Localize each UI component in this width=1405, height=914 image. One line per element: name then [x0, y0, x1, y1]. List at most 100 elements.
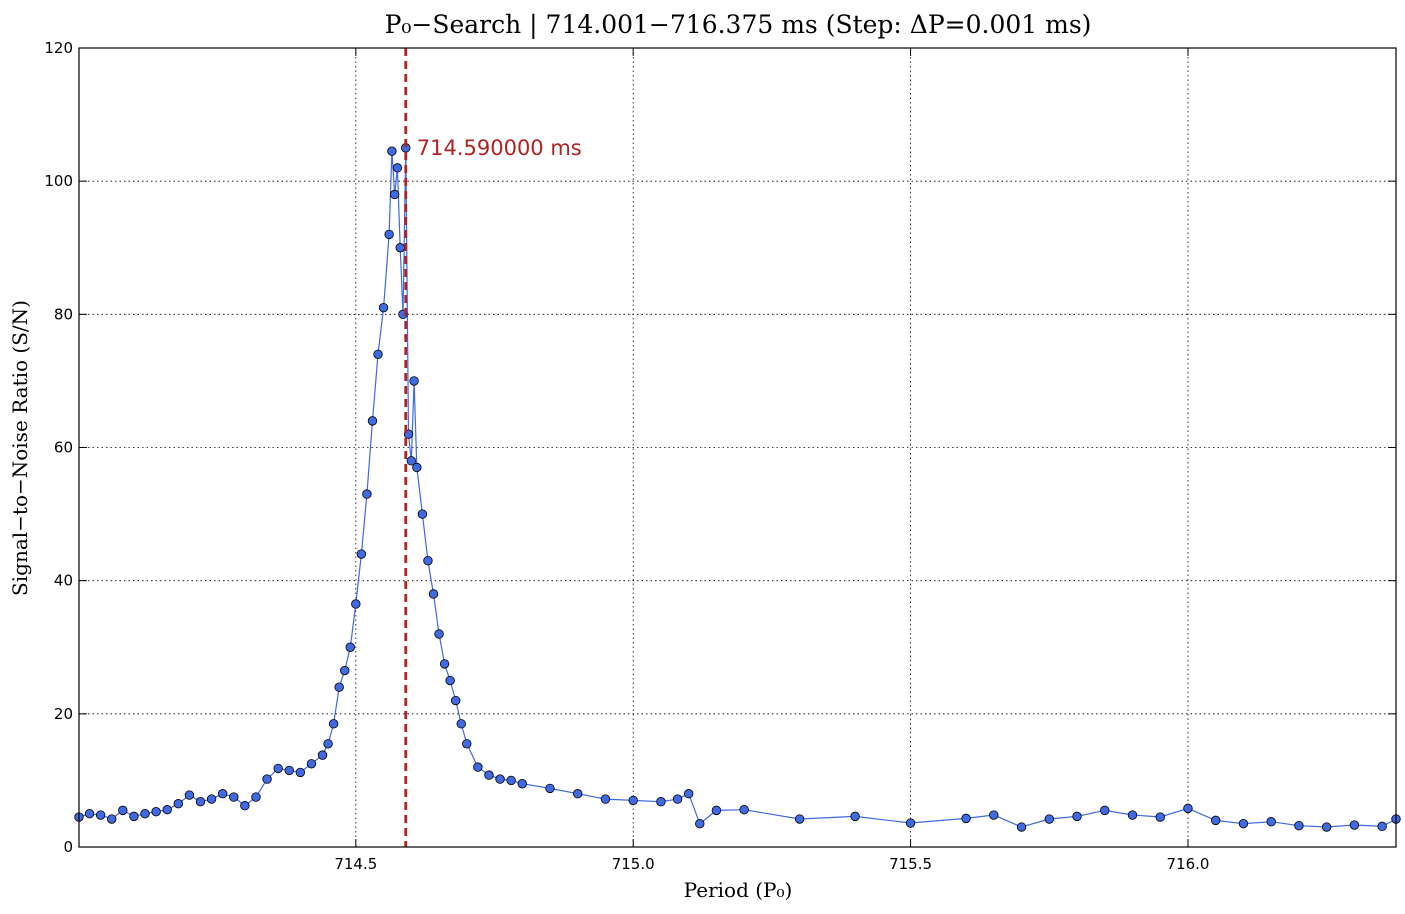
data-point [495, 774, 505, 784]
data-point [95, 810, 106, 820]
data-point [140, 809, 150, 819]
data-point [456, 719, 466, 729]
data-point [195, 797, 206, 807]
data-point [1072, 811, 1082, 822]
data-point [850, 811, 860, 822]
x-tick-label: 715.0 [612, 855, 655, 873]
data-point [229, 792, 239, 802]
data-point [1127, 810, 1138, 820]
data-point [351, 599, 361, 609]
data-point [683, 789, 694, 799]
data-point [306, 759, 317, 769]
data-point [1155, 812, 1165, 822]
x-axis-ticks: 714.5 715.0 715.5 716.0 [334, 48, 1209, 873]
y-tick-label: 80 [54, 305, 73, 323]
y-tick-label: 60 [54, 439, 73, 457]
data-point [961, 813, 971, 824]
data-point [656, 797, 666, 807]
y-tick-label: 40 [54, 572, 73, 590]
data-point [462, 739, 472, 749]
data-point [428, 589, 439, 599]
data-point [434, 629, 444, 639]
data-point [628, 795, 638, 806]
data-point [905, 818, 916, 828]
data-point [340, 665, 350, 676]
data-point [251, 792, 261, 802]
data-point [206, 794, 217, 804]
data-point [217, 789, 228, 799]
data-point [378, 302, 389, 313]
data-point [573, 789, 583, 799]
data-point [173, 799, 184, 809]
data-point [1238, 818, 1249, 829]
data-point [1266, 816, 1276, 827]
data-point [1294, 820, 1304, 831]
y-tick-label: 120 [44, 39, 73, 57]
y-tick-label: 20 [54, 705, 73, 723]
x-axis-label: Period (P₀) [684, 878, 793, 902]
data-point [1377, 821, 1387, 832]
data-point [423, 555, 433, 566]
data-point [273, 763, 283, 774]
data-point [373, 349, 383, 359]
data-point [84, 809, 95, 819]
data-point [323, 739, 333, 749]
data-point [450, 695, 461, 706]
data-point [412, 462, 422, 473]
data-point [506, 775, 516, 786]
y-axis-ticks: 0 20 40 60 80 100 120 [44, 39, 1396, 856]
data-point [295, 767, 306, 778]
data-point [794, 814, 805, 824]
data-point [334, 682, 344, 692]
data-point [739, 805, 749, 815]
data-point [545, 783, 555, 794]
data-point [345, 642, 355, 652]
data-point [1349, 820, 1360, 830]
data-point [387, 146, 397, 156]
data-point [1211, 815, 1221, 826]
data-point [1044, 814, 1054, 824]
x-tick-label: 716.0 [1166, 855, 1209, 873]
x-tick-label: 715.5 [889, 855, 932, 873]
data-point [362, 489, 372, 499]
data-point [184, 790, 195, 800]
data-point [107, 814, 117, 824]
data-point [392, 163, 403, 173]
data-point [151, 807, 161, 817]
x-tick-label: 714.5 [334, 855, 377, 873]
data-point [262, 774, 272, 784]
data-point [409, 376, 419, 386]
data-point [118, 805, 128, 816]
data-point [328, 719, 339, 729]
data-point [672, 794, 683, 804]
data-point [317, 750, 328, 760]
data-point [711, 805, 722, 816]
data-point [600, 794, 611, 804]
data-point [389, 189, 400, 200]
data-point [129, 811, 139, 822]
annotation-layer: 714.590000 ms [404, 48, 582, 847]
plot-area [79, 48, 1396, 847]
data-point [1100, 805, 1110, 816]
data-point [695, 818, 705, 829]
data-point [445, 675, 455, 686]
y-tick-label: 0 [63, 838, 73, 856]
data-point [367, 416, 378, 426]
data-point [162, 805, 172, 815]
peak-period-label: 714.590000 ms [417, 136, 582, 160]
data-point [1183, 803, 1193, 814]
chart-title: P₀−Search | 714.001−716.375 ms (Step: ΔP… [385, 10, 1092, 40]
data-point [406, 456, 417, 466]
y-tick-label: 100 [44, 172, 73, 190]
data-point [1321, 822, 1332, 832]
data-point [384, 229, 394, 240]
data-point [284, 765, 294, 776]
data-point [517, 779, 527, 789]
y-axis-label: Signal−to−Noise Ratio (S/N) [8, 300, 32, 596]
data-point [989, 810, 999, 820]
data-point [473, 762, 483, 772]
data-point [1016, 822, 1027, 832]
data-point [395, 243, 405, 253]
data-point [356, 549, 367, 559]
